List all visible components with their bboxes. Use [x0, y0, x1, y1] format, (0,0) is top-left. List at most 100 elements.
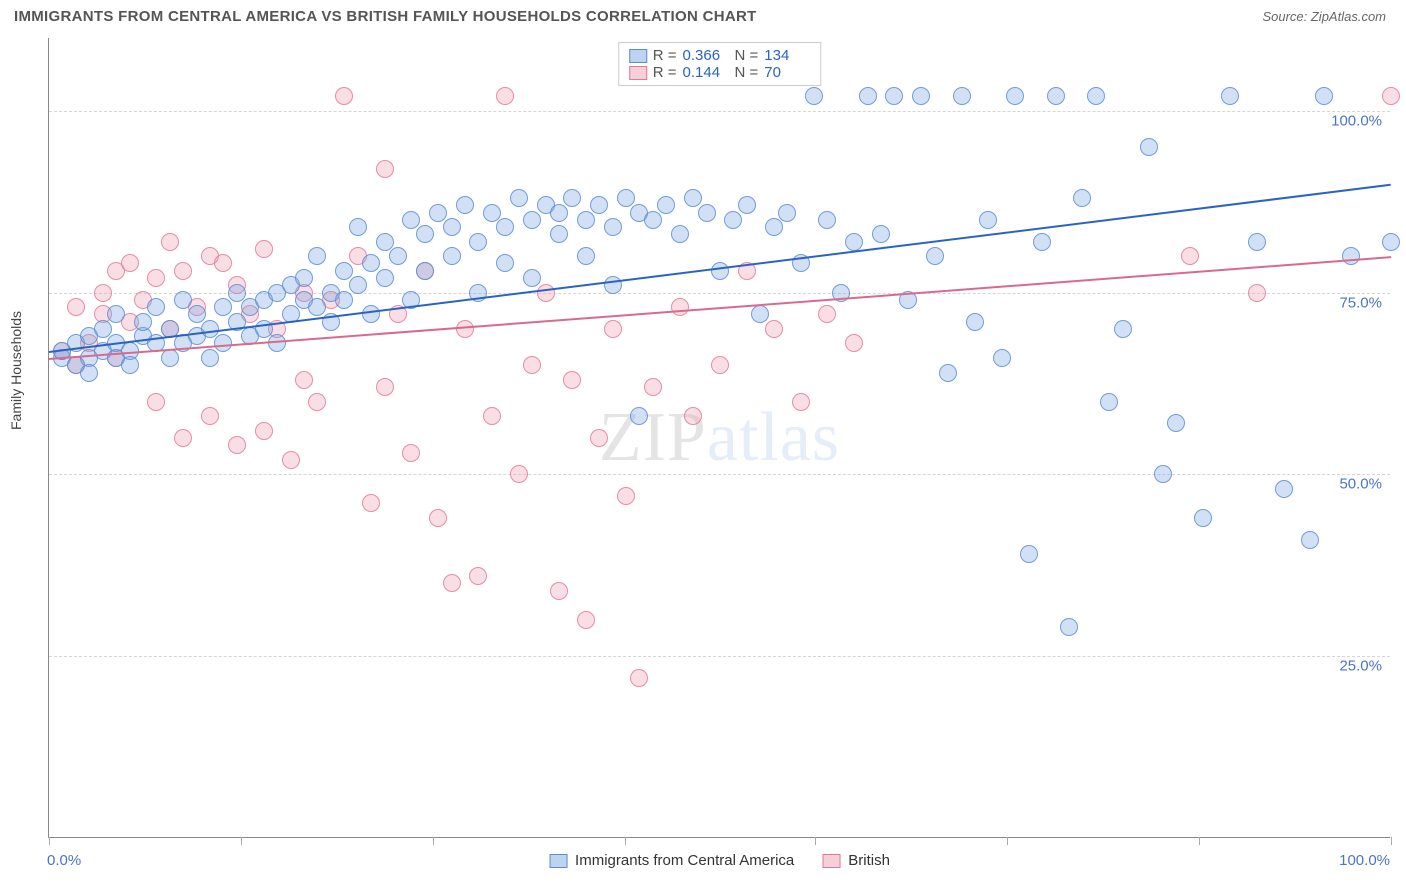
data-point	[443, 218, 461, 236]
data-point	[1114, 320, 1132, 338]
swatch-series-b-icon	[629, 66, 647, 80]
data-point	[161, 233, 179, 251]
data-point	[308, 247, 326, 265]
data-point	[1181, 247, 1199, 265]
data-point	[255, 422, 273, 440]
data-point	[845, 334, 863, 352]
data-point	[738, 196, 756, 214]
data-point	[174, 291, 192, 309]
data-point	[228, 436, 246, 454]
gridline	[49, 656, 1390, 657]
data-point	[577, 611, 595, 629]
y-tick-label: 50.0%	[1339, 476, 1382, 493]
data-point	[765, 218, 783, 236]
data-point	[134, 313, 152, 331]
gridline	[49, 293, 1390, 294]
data-point	[1382, 87, 1400, 105]
data-point	[483, 407, 501, 425]
data-point	[295, 269, 313, 287]
data-point	[1006, 87, 1024, 105]
data-point	[1060, 618, 1078, 636]
n-value-b: 70	[764, 64, 810, 81]
x-tick	[1007, 837, 1008, 845]
data-point	[174, 429, 192, 447]
data-point	[510, 189, 528, 207]
x-tick	[815, 837, 816, 845]
data-point	[335, 291, 353, 309]
data-point	[818, 305, 836, 323]
x-tick	[1391, 837, 1392, 845]
x-tick	[241, 837, 242, 845]
data-point	[80, 364, 98, 382]
data-point	[859, 87, 877, 105]
data-point	[443, 574, 461, 592]
data-point	[228, 284, 246, 302]
chart-header: IMMIGRANTS FROM CENTRAL AMERICA VS BRITI…	[0, 0, 1406, 29]
data-point	[147, 298, 165, 316]
n-label: N =	[735, 47, 759, 64]
n-label: N =	[735, 64, 759, 81]
data-point	[912, 87, 930, 105]
data-point	[684, 407, 702, 425]
data-point	[201, 349, 219, 367]
data-point	[161, 349, 179, 367]
data-point	[147, 269, 165, 287]
data-point	[590, 429, 608, 447]
data-point	[376, 378, 394, 396]
data-point	[201, 407, 219, 425]
data-point	[335, 262, 353, 280]
data-point	[1087, 87, 1105, 105]
n-value-a: 134	[764, 47, 810, 64]
data-point	[604, 218, 622, 236]
data-point	[201, 320, 219, 338]
x-tick	[49, 837, 50, 845]
y-axis-label: Family Households	[8, 311, 24, 430]
data-point	[953, 87, 971, 105]
data-point	[644, 211, 662, 229]
data-point	[268, 334, 286, 352]
data-point	[563, 371, 581, 389]
r-label: R =	[653, 47, 677, 64]
data-point	[523, 356, 541, 374]
data-point	[1194, 509, 1212, 527]
r-value-a: 0.366	[683, 47, 729, 64]
x-tick	[433, 837, 434, 845]
data-point	[979, 211, 997, 229]
data-point	[1140, 138, 1158, 156]
data-point	[282, 451, 300, 469]
data-point	[778, 204, 796, 222]
data-point	[550, 204, 568, 222]
data-point	[147, 393, 165, 411]
data-point	[537, 284, 555, 302]
data-point	[1073, 189, 1091, 207]
data-point	[214, 254, 232, 272]
data-point	[523, 269, 541, 287]
r-label: R =	[653, 64, 677, 81]
data-point	[671, 225, 689, 243]
data-point	[1342, 247, 1360, 265]
data-point	[1167, 414, 1185, 432]
data-point	[416, 225, 434, 243]
data-point	[308, 298, 326, 316]
data-point	[684, 189, 702, 207]
legend-stats-row-a: R = 0.366 N = 134	[629, 47, 811, 64]
data-point	[362, 494, 380, 512]
data-point	[818, 211, 836, 229]
scatter-chart: ZIPatlas R = 0.366 N = 134 R = 0.144 N =…	[48, 38, 1390, 838]
data-point	[67, 298, 85, 316]
data-point	[107, 305, 125, 323]
data-point	[349, 276, 367, 294]
legend-item-b: British	[822, 852, 890, 869]
data-point	[550, 582, 568, 600]
data-point	[698, 204, 716, 222]
data-point	[1301, 531, 1319, 549]
data-point	[563, 189, 581, 207]
data-point	[295, 371, 313, 389]
data-point	[1275, 480, 1293, 498]
data-point	[939, 364, 957, 382]
x-axis-max-label: 100.0%	[1339, 852, 1390, 869]
data-point	[885, 87, 903, 105]
data-point	[617, 189, 635, 207]
data-point	[174, 262, 192, 280]
data-point	[496, 218, 514, 236]
